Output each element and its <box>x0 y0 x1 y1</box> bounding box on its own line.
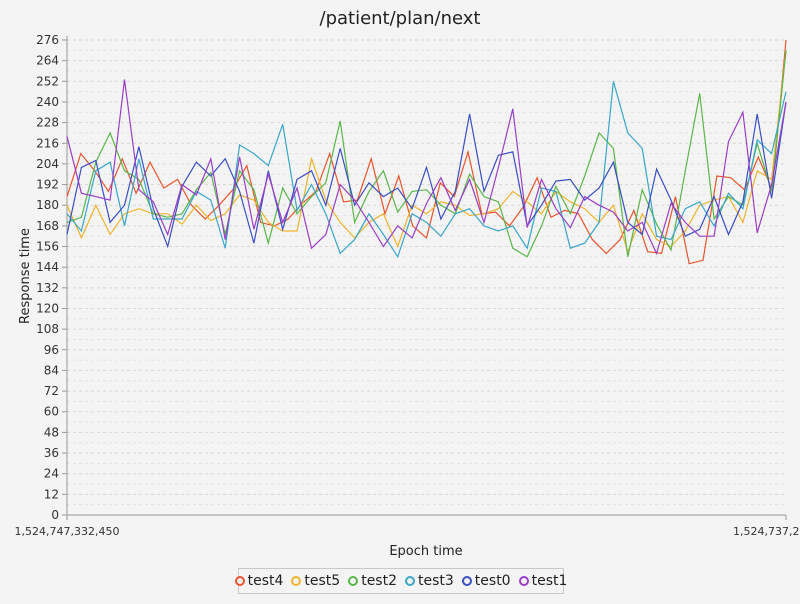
y-tick-label: 36 <box>44 446 59 460</box>
legend-label: test5 <box>304 573 341 589</box>
y-tick-label: 192 <box>36 178 59 192</box>
y-tick-label: 120 <box>36 301 59 315</box>
y-axis-label: Response time <box>18 228 33 324</box>
x-axis-label: Epoch time <box>389 544 462 559</box>
legend: test4 test5 test2 test3 test0 test1 <box>234 568 567 594</box>
y-tick-label: 24 <box>44 467 59 481</box>
legend-item-test1[interactable]: test1 <box>518 573 568 589</box>
legend-label: test0 <box>474 573 511 589</box>
legend-item-test0[interactable]: test0 <box>461 573 511 589</box>
series-line-test1 <box>66 79 787 256</box>
y-tick-label: 48 <box>44 425 59 439</box>
y-tick-label: 60 <box>44 405 59 419</box>
legend-circle-icon <box>461 576 472 586</box>
y-tick-label: 84 <box>44 363 59 377</box>
series-line-test3 <box>66 81 787 259</box>
y-tick-label: 264 <box>36 54 59 68</box>
y-tick-label: 72 <box>44 384 59 398</box>
y-tick-label: 0 <box>51 508 59 522</box>
y-tick-label: 204 <box>36 157 59 171</box>
legend-label: test1 <box>531 573 568 589</box>
legend-label: test3 <box>418 573 454 589</box>
y-tick-label: 12 <box>44 487 59 501</box>
series-line-test2 <box>66 50 787 258</box>
x-tick-label-start: 1,524,747,332,450 <box>15 525 120 538</box>
legend-circle-icon <box>291 576 302 586</box>
y-tick-label: 132 <box>36 281 59 295</box>
y-tick-label: 240 <box>36 95 59 109</box>
legend-circle-icon <box>234 576 245 586</box>
series-line-test4 <box>66 39 787 265</box>
legend-label: test2 <box>361 573 397 589</box>
x-tick-label-end: 1,524,737,2 <box>733 525 799 538</box>
y-tick-label: 168 <box>36 219 59 233</box>
y-tick-label: 156 <box>36 240 59 254</box>
y-tick-label: 276 <box>36 33 59 47</box>
legend-item-test5[interactable]: test5 <box>291 573 340 589</box>
legend-circle-icon <box>348 576 359 586</box>
y-tick-label: 180 <box>36 198 59 212</box>
grid-lines <box>67 39 786 516</box>
axes: 0 12 24 36 48 60 72 84 96 108 120 132 144 156 168 180 19… <box>36 33 787 522</box>
y-tick-label: 96 <box>44 343 59 357</box>
legend-item-test4[interactable]: test4 <box>234 573 284 589</box>
legend-item-test2[interactable]: test2 <box>348 573 397 589</box>
legend-circle-icon <box>518 576 529 586</box>
series-line-test5 <box>66 50 787 254</box>
legend-circle-icon <box>405 576 415 586</box>
y-tick-label: 108 <box>36 322 59 336</box>
chart-title: /patient/plan/next <box>320 8 481 29</box>
series-lines <box>66 39 787 265</box>
series-line-test0 <box>66 101 787 249</box>
legend-item-test3[interactable]: test3 <box>405 573 454 589</box>
y-tick-label: 216 <box>36 136 59 150</box>
legend-label: test4 <box>247 573 284 589</box>
y-tick-label: 228 <box>36 116 59 130</box>
y-tick-label: 144 <box>36 260 59 274</box>
y-tick-label: 252 <box>36 74 59 88</box>
